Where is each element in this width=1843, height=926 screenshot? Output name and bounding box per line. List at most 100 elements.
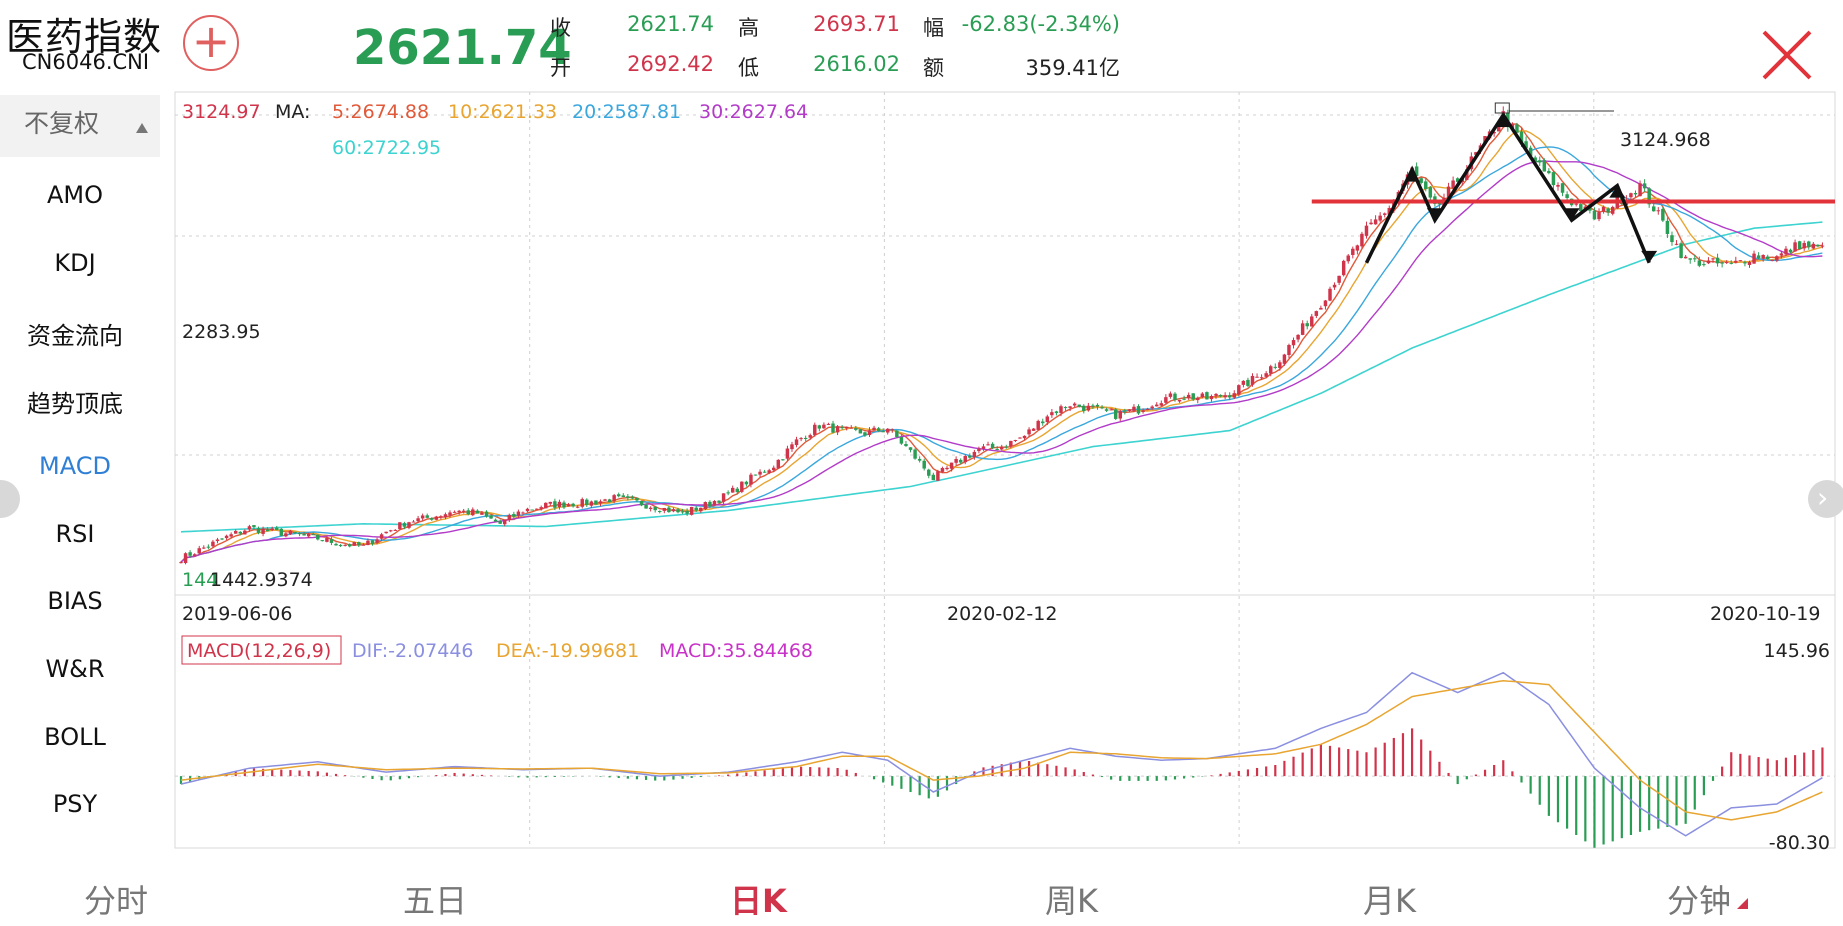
macd-value-legend: MACD:35.84468 [659, 640, 813, 662]
indicator-rsi5[interactable]: RSI [55, 519, 95, 548]
candle-body [781, 459, 785, 461]
candle-body [484, 511, 489, 517]
indicator-boll8[interactable]: BOLL [44, 722, 106, 751]
candle-body [1218, 394, 1223, 397]
candle-body [1050, 412, 1054, 416]
indicator-macd4[interactable]: MACD [39, 451, 111, 480]
candle-body [658, 511, 662, 513]
candle-body [639, 501, 644, 506]
candle-body [270, 528, 274, 531]
candle-body [420, 515, 425, 519]
candle-body [1027, 429, 1031, 435]
candle-body [735, 488, 739, 493]
candle-body [1419, 178, 1423, 183]
candle-body [1446, 186, 1451, 200]
ma30-line [180, 160, 1823, 563]
candle-body [1209, 395, 1214, 400]
candle-body [1538, 160, 1542, 163]
candle-body [1474, 152, 1478, 155]
candle-body [206, 546, 211, 548]
candle-body [1250, 375, 1255, 385]
date-label-mid: 2020-02-12 [947, 603, 1057, 625]
candle-body [699, 507, 703, 512]
candle-body [1041, 421, 1045, 424]
tab-minute[interactable]: 分钟 [1667, 882, 1732, 920]
candle-body [1706, 260, 1711, 264]
indicator-bias6[interactable]: BIAS [47, 587, 103, 616]
candle-body [1118, 411, 1123, 419]
candle-body [1515, 124, 1519, 133]
candle-body [475, 510, 480, 514]
candle-body [288, 530, 293, 535]
tab-monthly-k[interactable]: 月K [1363, 882, 1416, 920]
wave-arrow-head [1641, 250, 1658, 263]
candle-body [963, 456, 967, 463]
indicator-2[interactable]: 资金流向 [27, 322, 123, 351]
candle-body [243, 530, 247, 535]
candle-body [325, 538, 329, 542]
adjust-mode-select[interactable]: 不复权 [0, 95, 160, 157]
indicator-amo0[interactable]: AMO [46, 181, 103, 209]
candle-body [202, 547, 206, 549]
indicator-wr7[interactable]: W&R [45, 654, 105, 683]
candle-body [744, 481, 749, 485]
candle-body [1063, 407, 1068, 409]
candle-body [1720, 262, 1724, 264]
candle-body [1036, 420, 1040, 430]
candle-body [607, 499, 612, 503]
candle-body [1797, 241, 1802, 250]
candle-body [612, 495, 616, 502]
candle-body [1492, 131, 1496, 134]
candle-body [895, 430, 899, 438]
dea-line [180, 679, 1823, 821]
indicator-kdj1[interactable]: KDJ [54, 248, 96, 277]
candle-body [881, 431, 885, 433]
candle-body [293, 531, 297, 534]
candle-body [1241, 380, 1246, 385]
candle-body [347, 544, 352, 547]
candle-body [1068, 406, 1072, 408]
scroll-right-button[interactable]: › [1808, 480, 1843, 518]
tab-intraday[interactable]: 分时 [84, 882, 149, 920]
candle-body [1551, 172, 1556, 186]
close-value: 2621.74 [627, 12, 714, 36]
candle-body [1091, 405, 1095, 407]
add-watchlist-button[interactable]: + [183, 15, 239, 71]
candle-body [676, 509, 680, 513]
candle-body [502, 519, 507, 525]
indicator-3[interactable]: 趋势顶底 [27, 390, 123, 419]
candle-body [981, 446, 986, 449]
tab-daily-k[interactable]: 日K [730, 882, 787, 920]
scroll-left-button[interactable] [0, 480, 20, 518]
macd-top-label: 145.96 [1764, 640, 1830, 662]
candle-body [215, 539, 220, 542]
candle-body [689, 506, 694, 515]
candle-body [822, 424, 826, 429]
indicator-psy9[interactable]: PSY [52, 790, 98, 819]
candle-body [1779, 253, 1784, 256]
tab-five-day[interactable]: 五日 [403, 882, 468, 920]
minute-dropdown-icon[interactable] [1737, 898, 1748, 909]
indicator-sidebar: 不复权 AMO KDJ 资金流向趋势顶底 MACD RSI BIAS W&R BOLL PSY [0, 95, 160, 855]
candle-body [940, 468, 945, 472]
candle-body [224, 535, 229, 539]
candle-body [1369, 222, 1373, 225]
candle-body [1214, 393, 1218, 396]
candle-body [913, 449, 917, 459]
candle-body [311, 534, 315, 536]
candle-body [1182, 398, 1186, 400]
candle-body [1807, 241, 1811, 248]
candle-body [1227, 395, 1232, 398]
candle-body [1173, 393, 1177, 400]
candle-body [279, 528, 284, 536]
candle-body [1547, 170, 1551, 174]
tab-weekly-k[interactable]: 周K [1045, 882, 1098, 920]
kline-chart[interactable]: 3124.97 MA: 5:2674.88 10:2621.33 20:2587… [0, 0, 1843, 860]
candle-body [316, 534, 320, 540]
candle-body [1086, 405, 1091, 411]
candle-body [885, 428, 890, 433]
candle-body [1273, 366, 1278, 368]
ma20-legend: 20:2587.81 [572, 101, 681, 123]
close-icon[interactable] [1760, 28, 1814, 82]
candle-body [1296, 334, 1300, 340]
